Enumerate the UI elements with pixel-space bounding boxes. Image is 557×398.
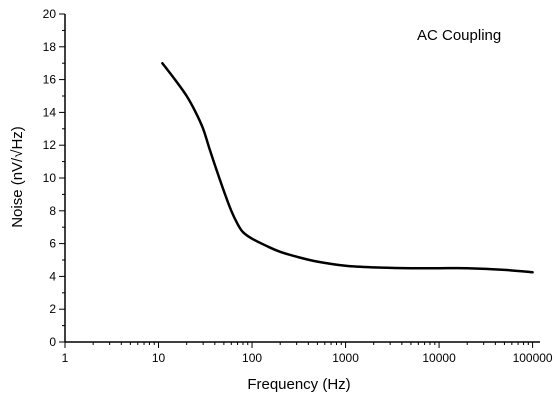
x-axis-ticks: 1 10 100 1000 10000 100000: [62, 342, 553, 365]
y-tick-label: 6: [49, 237, 56, 251]
y-tick-label: 20: [43, 7, 57, 21]
y-tick-label: 0: [49, 335, 56, 349]
y-tick-label: 18: [43, 40, 57, 54]
y-tick-label: 16: [43, 73, 57, 87]
x-tick-label: 100: [242, 351, 262, 365]
x-tick-label: 1: [62, 351, 69, 365]
x-axis-title: Frequency (Hz): [247, 376, 350, 393]
y-tick-label: 4: [49, 269, 56, 283]
chart-annotation: AC Coupling: [417, 27, 501, 44]
x-tick-label: 100000: [513, 351, 553, 365]
y-tick-label: 8: [49, 204, 56, 218]
y-axis-title: Noise (nV/√Hz): [9, 126, 26, 228]
noise-series-line: [161, 61, 534, 274]
y-tick-label: 12: [43, 138, 57, 152]
y-tick-label: 2: [49, 302, 56, 316]
y-tick-label: 14: [43, 105, 57, 119]
y-tick-label: 10: [43, 171, 57, 185]
series-group: [161, 61, 534, 274]
axes: [64, 14, 540, 343]
x-tick-label: 1000: [332, 351, 359, 365]
x-tick-label: 10: [152, 351, 166, 365]
y-axis-ticks: 0 2 4 6 8 10 12 14 16 18 20: [43, 7, 65, 349]
x-tick-label: 10000: [422, 351, 456, 365]
